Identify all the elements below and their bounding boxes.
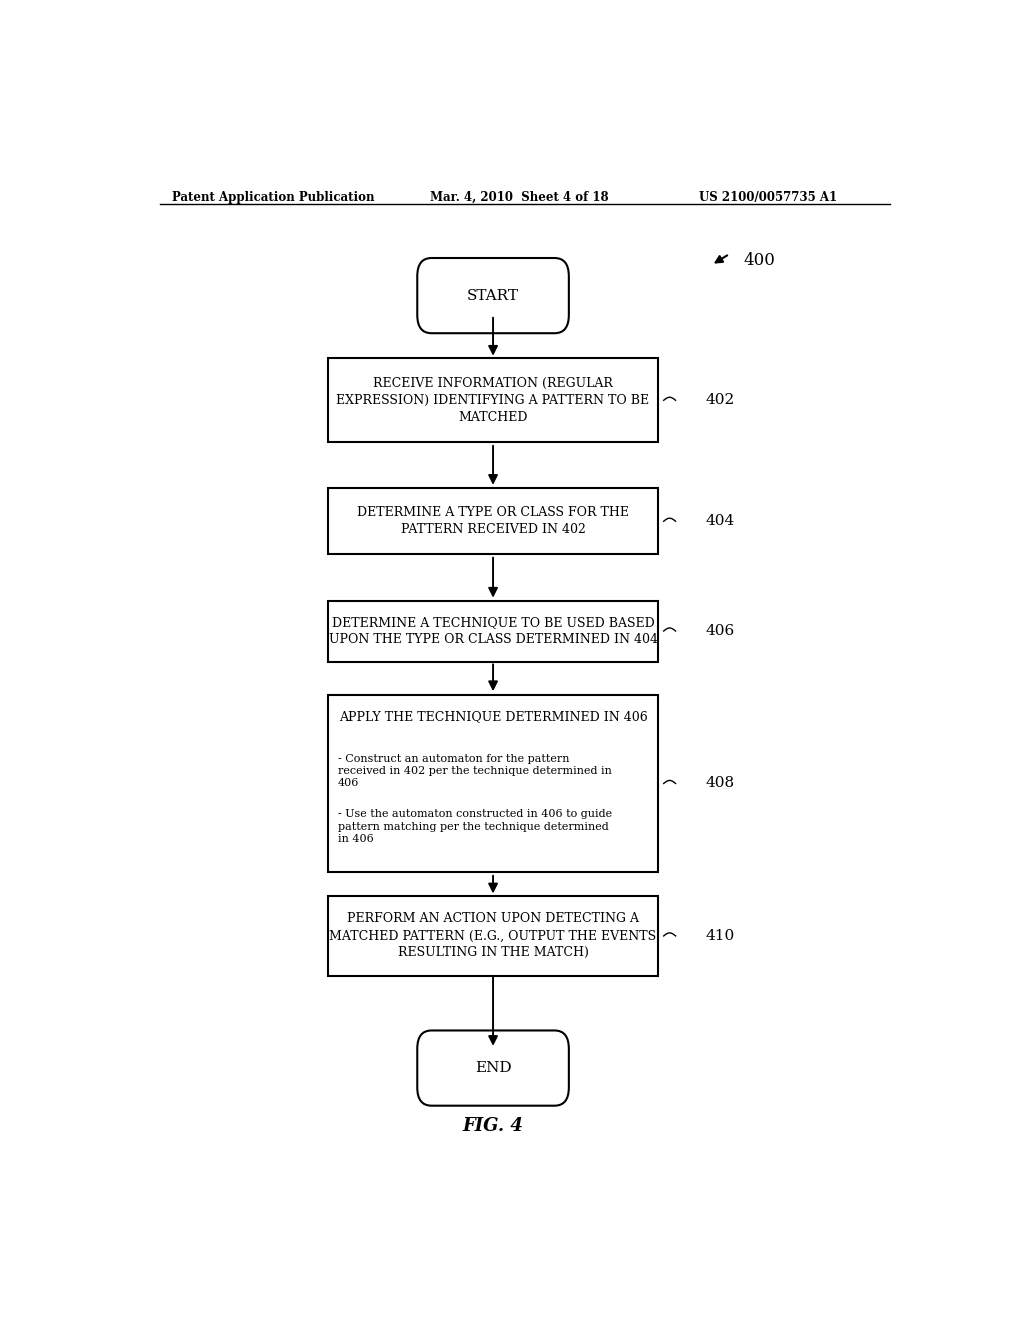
FancyBboxPatch shape	[417, 257, 569, 333]
Bar	[329, 488, 657, 554]
Bar	[329, 694, 657, 873]
Text: DETERMINE A TECHNIQUE TO BE USED BASED
UPON THE TYPE OR CLASS DETERMINED IN 404: DETERMINE A TECHNIQUE TO BE USED BASED U…	[329, 616, 657, 645]
FancyBboxPatch shape	[417, 1031, 569, 1106]
Text: 404: 404	[706, 515, 735, 528]
Text: 408: 408	[706, 776, 735, 791]
Bar	[329, 601, 657, 661]
Text: 402: 402	[706, 393, 735, 408]
Text: - Use the automaton constructed in 406 to guide
pattern matching per the techniq: - Use the automaton constructed in 406 t…	[338, 809, 612, 845]
Text: Patent Application Publication: Patent Application Publication	[172, 190, 374, 203]
Bar	[329, 896, 657, 975]
Text: - Construct an automaton for the pattern
received in 402 per the technique deter: - Construct an automaton for the pattern…	[338, 754, 611, 788]
Text: APPLY THE TECHNIQUE DETERMINED IN 406: APPLY THE TECHNIQUE DETERMINED IN 406	[339, 710, 647, 723]
Text: Mar. 4, 2010  Sheet 4 of 18: Mar. 4, 2010 Sheet 4 of 18	[430, 190, 608, 203]
Text: 400: 400	[743, 252, 775, 268]
Text: US 2100/0057735 A1: US 2100/0057735 A1	[699, 190, 838, 203]
Text: 410: 410	[706, 929, 735, 942]
Text: DETERMINE A TYPE OR CLASS FOR THE
PATTERN RECEIVED IN 402: DETERMINE A TYPE OR CLASS FOR THE PATTER…	[357, 507, 629, 536]
Text: PERFORM AN ACTION UPON DETECTING A
MATCHED PATTERN (E.G., OUTPUT THE EVENTS
RESU: PERFORM AN ACTION UPON DETECTING A MATCH…	[330, 912, 656, 960]
Bar	[329, 358, 657, 442]
Text: RECEIVE INFORMATION (REGULAR
EXPRESSION) IDENTIFYING A PATTERN TO BE
MATCHED: RECEIVE INFORMATION (REGULAR EXPRESSION)…	[337, 376, 649, 424]
Text: START: START	[467, 289, 519, 302]
Text: END: END	[475, 1061, 511, 1074]
Text: FIG. 4: FIG. 4	[463, 1117, 523, 1135]
Text: 406: 406	[706, 624, 735, 638]
